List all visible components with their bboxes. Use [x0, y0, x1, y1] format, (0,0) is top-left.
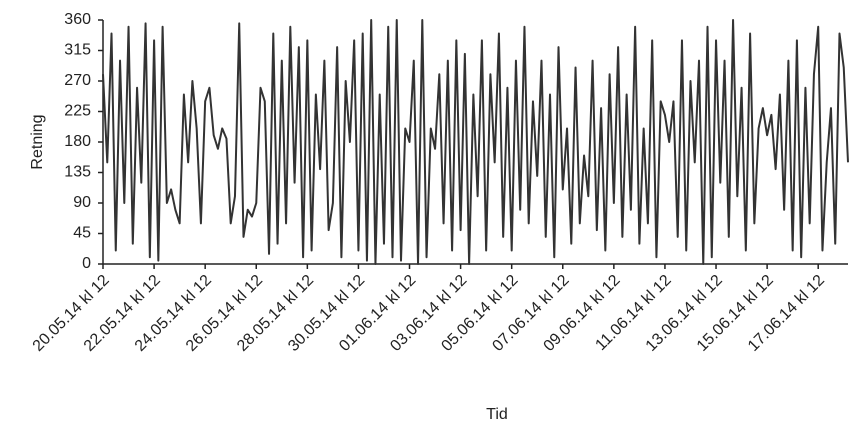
y-tick-label: 315: [64, 42, 91, 59]
y-tick-label: 135: [64, 164, 91, 181]
x-axis-label: Tid: [486, 406, 508, 423]
y-tick-label: 45: [73, 225, 91, 242]
y-tick-label: 360: [64, 11, 91, 28]
y-tick-label: 270: [64, 72, 91, 89]
y-tick-label: 0: [82, 255, 91, 272]
y-tick-label: 180: [64, 133, 91, 150]
y-tick-label: 225: [64, 103, 91, 120]
y-tick-label: 90: [73, 194, 91, 211]
y-axis-label: Retning: [29, 114, 46, 169]
data-line: [102, 19, 849, 265]
